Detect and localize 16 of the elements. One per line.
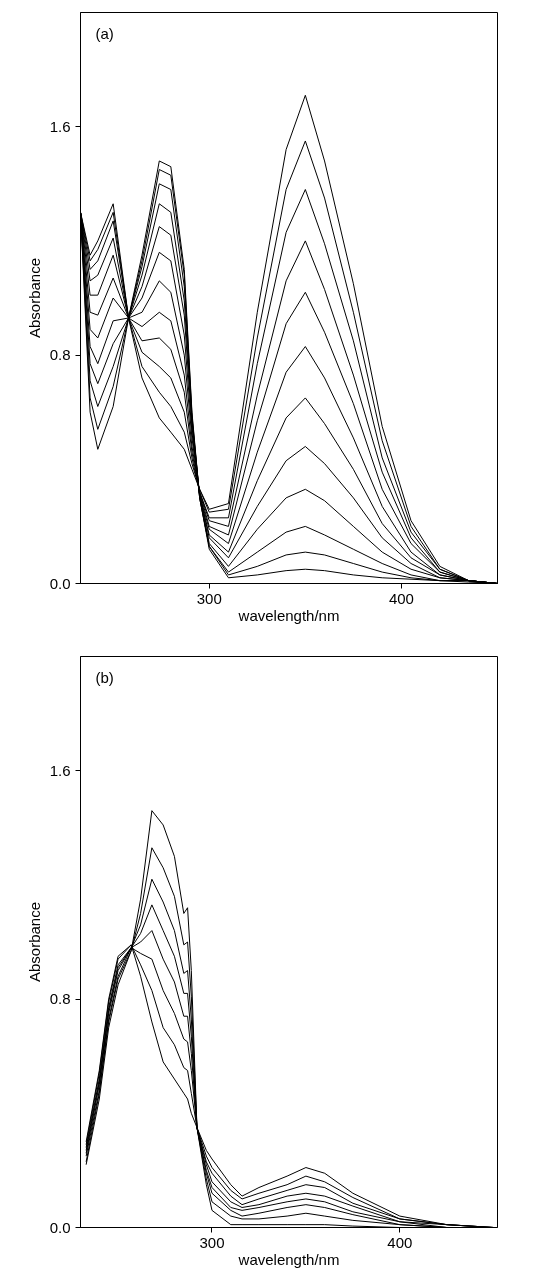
y-tick-label: 1.6 (49, 117, 71, 135)
y-tick-label: 0.0 (49, 1218, 71, 1236)
y-tick-label: 1.6 (49, 761, 71, 779)
x-tick-label: 400 (388, 589, 414, 607)
y-tick-label: 0.8 (49, 990, 71, 1008)
y-tick-label: 0.0 (49, 574, 71, 592)
x-tick-label: 300 (196, 589, 222, 607)
y-axis-title: Absorbance (25, 257, 43, 339)
y-axis-title: Absorbance (25, 901, 43, 983)
x-tick-label: 300 (199, 1233, 225, 1251)
y-tick-label: 0.8 (49, 346, 71, 364)
annotation: (a) (95, 24, 114, 42)
x-axis-title: wavelength/nm (237, 1250, 340, 1268)
x-tick-label: 400 (387, 1233, 413, 1251)
annotation: (b) (95, 668, 114, 686)
x-axis-title: wavelength/nm (237, 606, 340, 624)
